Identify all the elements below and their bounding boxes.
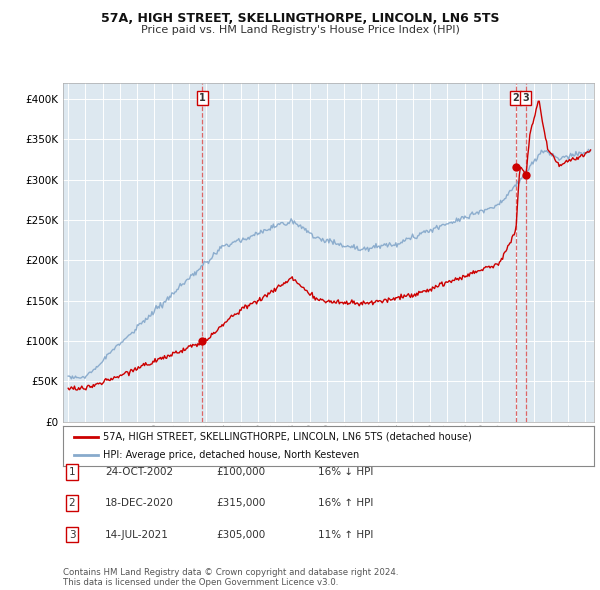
Text: 18-DEC-2020: 18-DEC-2020	[105, 499, 174, 508]
Text: Price paid vs. HM Land Registry's House Price Index (HPI): Price paid vs. HM Land Registry's House …	[140, 25, 460, 35]
Text: £305,000: £305,000	[216, 530, 265, 539]
Text: 16% ↑ HPI: 16% ↑ HPI	[318, 499, 373, 508]
Text: 1: 1	[199, 93, 206, 103]
Text: £100,000: £100,000	[216, 467, 265, 477]
Text: £315,000: £315,000	[216, 499, 265, 508]
Text: Contains HM Land Registry data © Crown copyright and database right 2024.: Contains HM Land Registry data © Crown c…	[63, 568, 398, 577]
Text: 11% ↑ HPI: 11% ↑ HPI	[318, 530, 373, 539]
Text: 3: 3	[523, 93, 529, 103]
Text: HPI: Average price, detached house, North Kesteven: HPI: Average price, detached house, Nort…	[103, 450, 359, 460]
Text: 1: 1	[68, 467, 76, 477]
Text: 57A, HIGH STREET, SKELLINGTHORPE, LINCOLN, LN6 5TS: 57A, HIGH STREET, SKELLINGTHORPE, LINCOL…	[101, 12, 499, 25]
Text: 2: 2	[512, 93, 519, 103]
Text: 3: 3	[68, 530, 76, 539]
Text: 57A, HIGH STREET, SKELLINGTHORPE, LINCOLN, LN6 5TS (detached house): 57A, HIGH STREET, SKELLINGTHORPE, LINCOL…	[103, 432, 472, 442]
Text: 2: 2	[68, 499, 76, 508]
Text: 16% ↓ HPI: 16% ↓ HPI	[318, 467, 373, 477]
Text: This data is licensed under the Open Government Licence v3.0.: This data is licensed under the Open Gov…	[63, 578, 338, 587]
Text: 14-JUL-2021: 14-JUL-2021	[105, 530, 169, 539]
Text: 24-OCT-2002: 24-OCT-2002	[105, 467, 173, 477]
